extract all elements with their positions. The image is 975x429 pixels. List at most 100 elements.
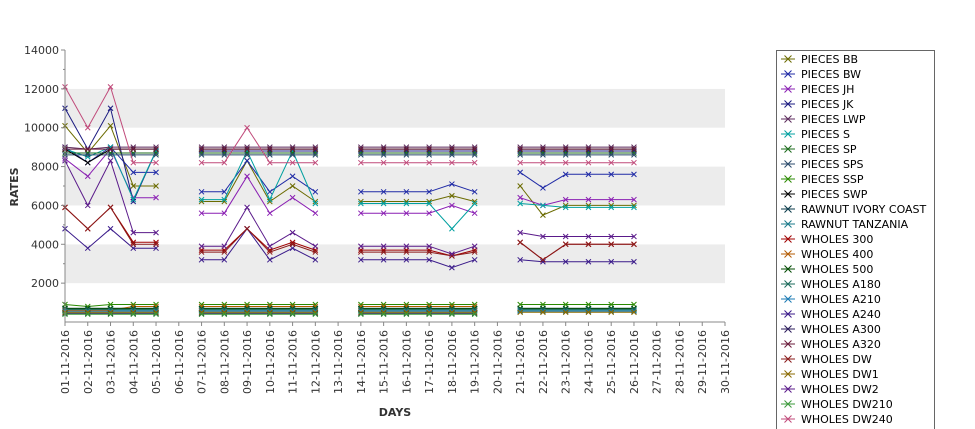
data-point xyxy=(426,210,432,217)
data-point xyxy=(449,181,455,187)
series-wholes-dw xyxy=(62,204,637,263)
grid-band xyxy=(65,50,725,89)
data-point xyxy=(84,310,91,317)
data-point xyxy=(289,310,296,317)
data-point xyxy=(289,152,296,158)
data-point xyxy=(198,210,205,217)
data-point xyxy=(426,152,432,158)
data-point xyxy=(358,310,364,317)
data-point xyxy=(585,241,592,248)
legend-label: WHOLES A180 xyxy=(801,278,881,291)
data-point xyxy=(631,171,637,178)
data-point xyxy=(358,210,364,217)
legend-label: PIECES LWP xyxy=(801,113,866,126)
data-point xyxy=(403,152,410,158)
data-point xyxy=(540,309,546,316)
data-point xyxy=(380,310,387,317)
data-point xyxy=(244,157,250,164)
data-point xyxy=(358,256,364,263)
legend-label: PIECES SP xyxy=(801,143,857,156)
y-tick-label: 6000 xyxy=(31,199,59,212)
data-point xyxy=(562,152,569,158)
data-point xyxy=(266,210,273,217)
data-point xyxy=(562,196,569,203)
data-point xyxy=(517,229,524,236)
data-point xyxy=(631,308,637,315)
series-wholes-dw2 xyxy=(62,157,637,257)
data-point xyxy=(631,241,637,248)
data-point xyxy=(540,152,546,158)
x-axis-title: DAYS xyxy=(379,406,412,419)
legend-marker xyxy=(784,190,792,198)
data-point xyxy=(312,310,319,317)
legend-marker xyxy=(784,175,792,183)
data-point xyxy=(540,185,546,191)
legend-item: WHOLES 400 xyxy=(781,248,873,261)
data-point xyxy=(540,233,546,240)
data-point xyxy=(585,146,592,152)
data-point xyxy=(358,188,364,195)
x-tick-label: 12-11-2016 xyxy=(309,330,322,394)
data-point xyxy=(540,308,546,315)
data-point xyxy=(358,152,364,158)
data-point xyxy=(266,311,273,318)
data-point xyxy=(608,204,615,211)
data-point xyxy=(585,159,592,166)
data-point xyxy=(198,152,205,158)
legend-item: WHOLES A210 xyxy=(781,293,881,306)
data-point xyxy=(517,183,524,189)
data-point xyxy=(449,146,455,152)
data-point xyxy=(221,152,228,158)
data-point xyxy=(380,249,387,255)
data-point xyxy=(608,196,615,203)
data-point xyxy=(517,256,524,263)
data-point xyxy=(358,311,364,318)
data-point xyxy=(471,243,478,250)
series-wholes-dw1 xyxy=(62,309,637,316)
data-point xyxy=(107,105,114,112)
legend-marker xyxy=(784,115,792,123)
data-point xyxy=(153,311,159,318)
data-point xyxy=(426,310,432,317)
data-point xyxy=(608,258,615,265)
data-point xyxy=(130,229,137,236)
data-point xyxy=(631,152,637,158)
data-point xyxy=(266,196,273,203)
data-point xyxy=(449,159,455,166)
data-point xyxy=(585,308,592,315)
legend-marker xyxy=(784,235,792,243)
legend-item: WHOLES DW240 xyxy=(781,413,893,426)
data-point xyxy=(449,311,455,318)
x-tick-label: 10-11-2016 xyxy=(264,330,277,394)
data-point xyxy=(107,84,114,90)
data-point xyxy=(449,310,455,317)
data-point xyxy=(585,204,592,211)
data-point xyxy=(631,309,637,316)
legend-marker xyxy=(784,325,792,333)
x-tick-label: 16-11-2016 xyxy=(400,330,413,394)
y-tick-label: 8000 xyxy=(31,161,59,174)
data-point xyxy=(449,192,455,199)
data-point xyxy=(130,311,137,318)
legend-label: WHOLES A240 xyxy=(801,308,881,321)
legend-item: RAWNUT IVORY COAST xyxy=(781,203,927,216)
data-point xyxy=(540,146,546,152)
legend-label: WHOLES 300 xyxy=(801,233,873,246)
legend-label: PIECES SWP xyxy=(801,188,868,201)
legend-label: WHOLES DW210 xyxy=(801,398,893,411)
data-point xyxy=(312,152,319,158)
data-point xyxy=(130,146,137,152)
legend-marker xyxy=(784,310,792,318)
x-tick-label: 03-11-2016 xyxy=(105,330,118,394)
data-point xyxy=(289,173,296,180)
data-point xyxy=(517,152,524,158)
data-point xyxy=(312,311,319,318)
series-layer xyxy=(62,84,637,318)
legend-label: RAWNUT IVORY COAST xyxy=(801,203,927,216)
data-point xyxy=(403,311,410,318)
data-point xyxy=(312,249,319,255)
data-point xyxy=(198,311,205,318)
data-point xyxy=(585,171,592,178)
legend-item: PIECES SWP xyxy=(781,188,868,201)
data-point xyxy=(471,159,478,166)
